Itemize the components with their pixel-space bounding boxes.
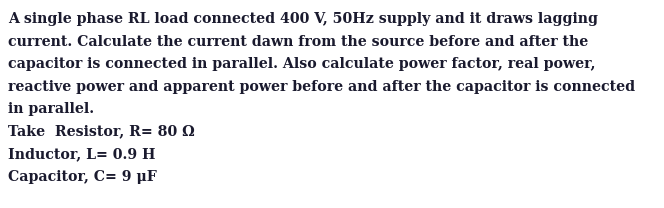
Text: in parallel.: in parallel.	[8, 102, 94, 116]
Text: Inductor, L= 0.9 H: Inductor, L= 0.9 H	[8, 147, 155, 161]
Text: Take  Resistor, R= 80 Ω: Take Resistor, R= 80 Ω	[8, 125, 195, 139]
Text: current. Calculate the current dawn from the source before and after the: current. Calculate the current dawn from…	[8, 35, 588, 48]
Text: A single phase RL load connected 400 V, 50Hz supply and it draws lagging: A single phase RL load connected 400 V, …	[8, 12, 598, 26]
Text: reactive power and apparent power before and after the capacitor is connected: reactive power and apparent power before…	[8, 79, 635, 94]
Text: capacitor is connected in parallel. Also calculate power factor, real power,: capacitor is connected in parallel. Also…	[8, 57, 596, 71]
Text: Capacitor, C= 9 μF: Capacitor, C= 9 μF	[8, 170, 157, 183]
